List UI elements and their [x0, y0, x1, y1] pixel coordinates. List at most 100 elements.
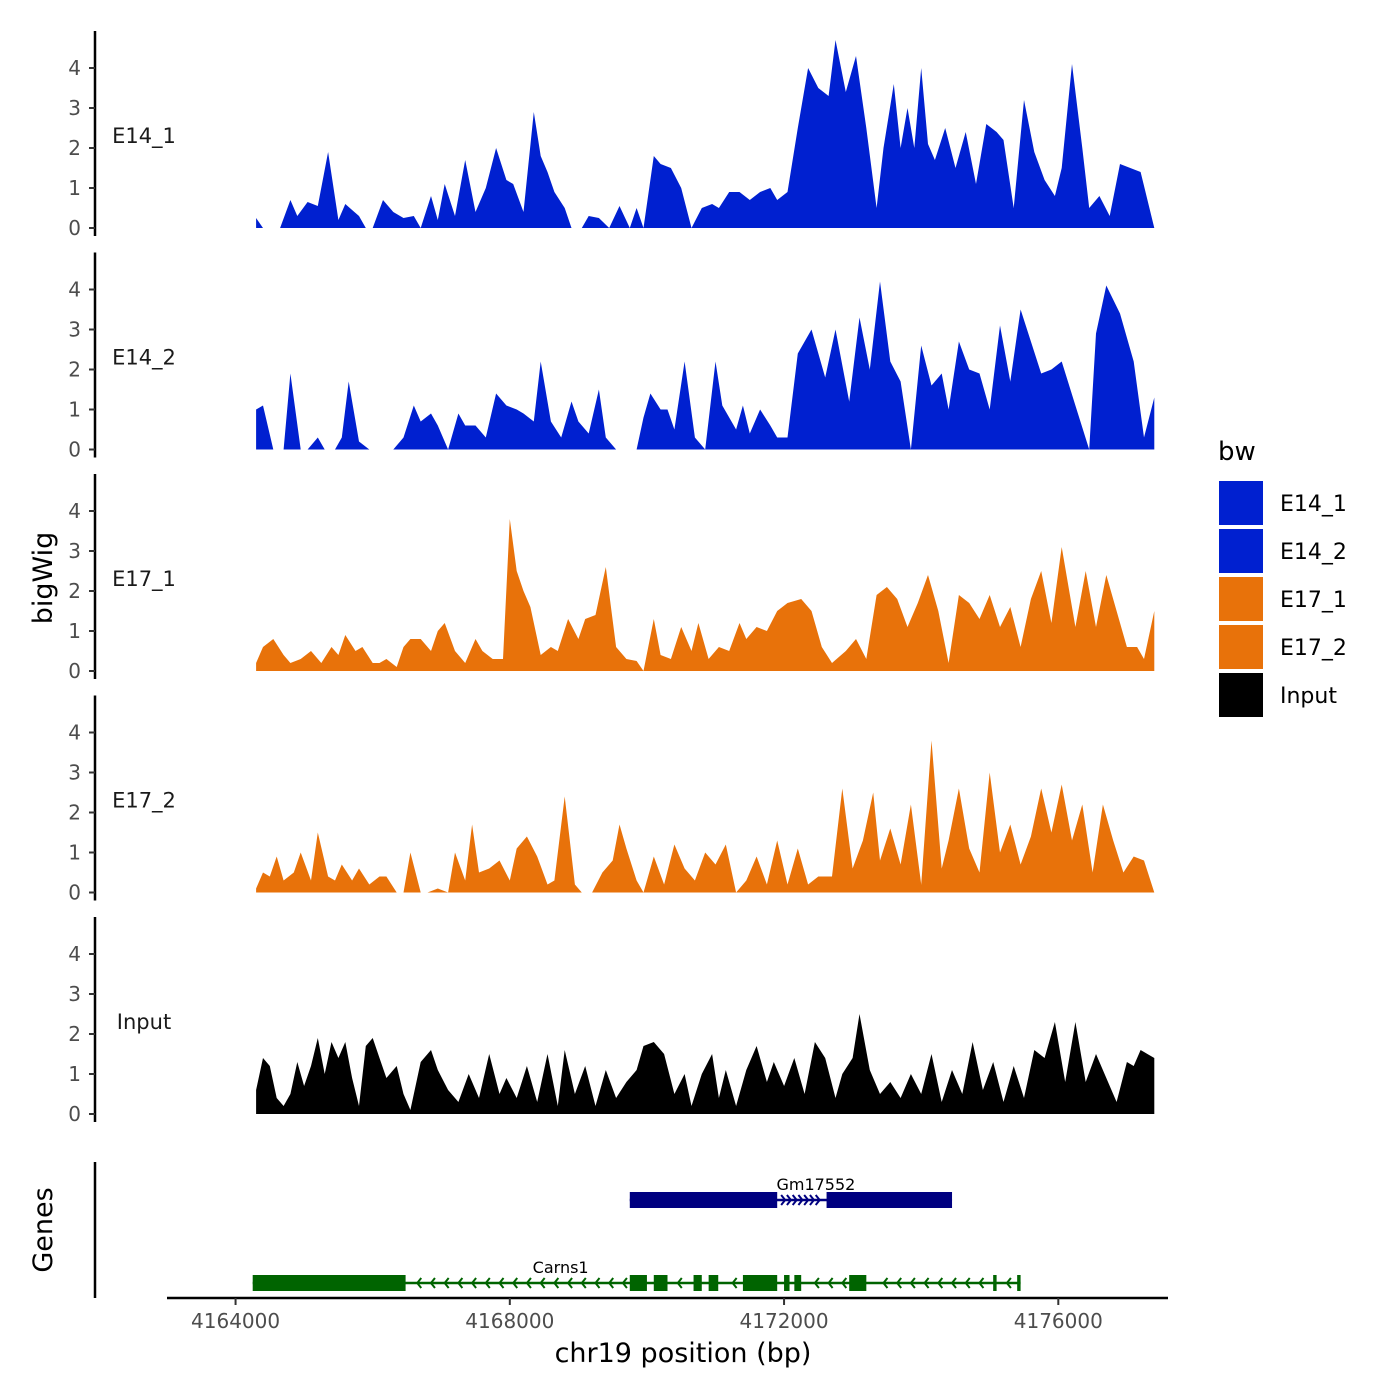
- strand-arrow: [676, 1277, 683, 1289]
- track-panel-e17-2: 0 1 2 3 4 E17_2: [68, 695, 1155, 905]
- exon: [653, 1275, 668, 1291]
- strand-arrow: [731, 1277, 738, 1289]
- strand-arrow: [1005, 1277, 1012, 1289]
- y-axis-title: bigWig: [28, 532, 59, 625]
- coverage-area: [256, 281, 1155, 450]
- coverage-area: [256, 1014, 1155, 1114]
- y-tick-label: 1: [68, 1062, 81, 1086]
- legend-swatch: [1219, 481, 1263, 525]
- strand-arrow: [950, 1277, 957, 1289]
- y-tick-label: 3: [68, 96, 81, 120]
- track-label: Input: [117, 1010, 171, 1034]
- legend-swatch: [1219, 625, 1263, 669]
- track-panel-e14-1: 0 1 2 3 4 E14_1: [68, 31, 1155, 240]
- strand-arrow: [539, 1277, 546, 1289]
- gene-gm17552: Gm17552: [629, 1175, 953, 1208]
- strand-arrow: [814, 1194, 821, 1206]
- legend-item: E14_1: [1219, 481, 1347, 525]
- strand-arrow: [809, 1194, 816, 1206]
- y-tick-label: 3: [68, 982, 81, 1006]
- y-tick-label: 1: [68, 841, 81, 865]
- strand-arrow: [791, 1194, 798, 1206]
- gene-label: Gm17552: [776, 1175, 855, 1194]
- y-tick-label: 2: [68, 1022, 81, 1046]
- legend-swatch: [1219, 673, 1263, 717]
- strand-arrow: [457, 1277, 464, 1289]
- y-tick-label: 1: [68, 619, 81, 643]
- legend-label: E14_1: [1280, 492, 1347, 517]
- track-panel-e17-1: 0 1 2 3 4 E17_1: [68, 474, 1155, 683]
- legend-item: Input: [1219, 673, 1337, 717]
- strand-arrow: [923, 1277, 930, 1289]
- strand-arrow: [937, 1277, 944, 1289]
- y-tick-label: 3: [68, 539, 81, 563]
- y-tick-label: 0: [68, 1102, 81, 1126]
- strand-arrow: [470, 1277, 477, 1289]
- coverage-area: [256, 740, 1155, 893]
- y-tick-label: 2: [68, 579, 81, 603]
- genes-axis-title: Genes: [28, 1187, 59, 1272]
- coverage-area: [256, 40, 1155, 228]
- strand-arrow: [780, 1194, 787, 1206]
- strand-arrow: [443, 1277, 450, 1289]
- y-tick-label: 4: [68, 499, 81, 523]
- exon: [784, 1275, 790, 1291]
- gene-carns1: Carns1: [252, 1258, 1021, 1291]
- y-tick-label: 3: [68, 318, 81, 342]
- exon: [693, 1275, 702, 1291]
- y-tick-label: 0: [68, 659, 81, 683]
- strand-arrow: [498, 1277, 505, 1289]
- strand-arrow: [978, 1277, 985, 1289]
- strand-arrow: [553, 1277, 560, 1289]
- strand-arrow: [621, 1277, 628, 1289]
- coverage-area: [256, 519, 1155, 671]
- exon: [252, 1275, 406, 1291]
- y-tick-label: 3: [68, 761, 81, 785]
- exon: [629, 1275, 647, 1291]
- y-tick-label: 4: [68, 278, 81, 302]
- strand-arrow: [841, 1277, 848, 1289]
- x-axis: 4164000 4168000 4172000 4176000: [167, 1296, 1168, 1333]
- y-tick-label: 1: [68, 176, 81, 200]
- exon: [826, 1192, 953, 1208]
- strand-arrow: [909, 1277, 916, 1289]
- genes-panel: Gm17552 Carns1: [93, 1162, 1021, 1298]
- legend-item: E17_2: [1219, 625, 1347, 669]
- legend-label: E14_2: [1280, 540, 1347, 565]
- track-label: E14_1: [112, 124, 176, 149]
- strand-arrow: [813, 1277, 820, 1289]
- x-tick-label: 4172000: [740, 1309, 829, 1333]
- strand-arrow: [580, 1277, 587, 1289]
- y-tick-label: 2: [68, 136, 81, 160]
- legend: bw E14_1 E14_2 E17_1 E17_2 Input: [1218, 437, 1347, 717]
- strand-arrow: [484, 1277, 491, 1289]
- strand-arrow: [607, 1277, 615, 1289]
- track-panel-input: 0 1 2 3 4 Input: [68, 917, 1155, 1126]
- track-label: E17_1: [112, 567, 176, 592]
- strand-arrow: [511, 1277, 519, 1289]
- strand-arrow: [525, 1277, 532, 1289]
- gene-label: Carns1: [533, 1258, 589, 1277]
- exon: [794, 1275, 802, 1291]
- exon: [708, 1275, 719, 1291]
- legend-title: bw: [1218, 437, 1256, 467]
- x-tick-label: 4164000: [191, 1309, 280, 1333]
- y-tick-label: 1: [68, 398, 81, 422]
- exon: [1017, 1275, 1021, 1291]
- strand-arrow: [797, 1194, 804, 1206]
- strand-arrow: [415, 1277, 423, 1289]
- x-tick-label: 4176000: [1014, 1309, 1103, 1333]
- strand-arrow: [964, 1277, 971, 1289]
- y-tick-label: 0: [68, 438, 81, 462]
- track-panel-e14-2: 0 1 2 3 4 E14_2: [68, 252, 1155, 462]
- legend-item: E17_1: [1219, 577, 1347, 621]
- strand-arrow: [882, 1277, 889, 1289]
- legend-swatch: [1219, 577, 1263, 621]
- exon: [993, 1275, 997, 1291]
- track-label: E14_2: [112, 346, 176, 371]
- y-tick-label: 0: [68, 881, 81, 905]
- legend-item: E14_2: [1219, 529, 1347, 573]
- strand-arrow: [803, 1194, 810, 1206]
- y-tick-label: 4: [68, 942, 81, 966]
